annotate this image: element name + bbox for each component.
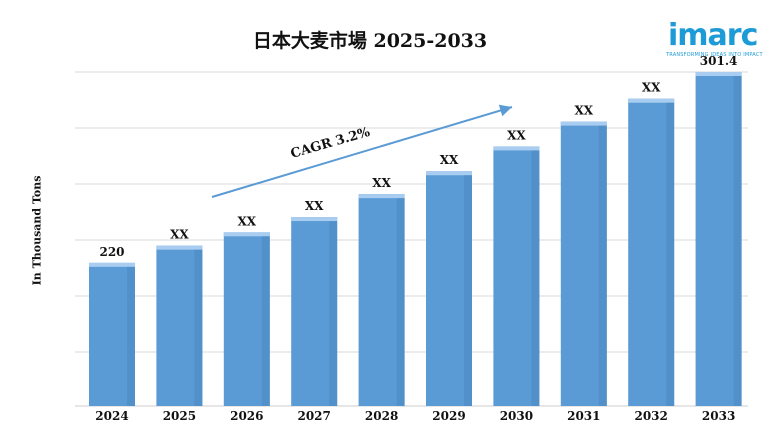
bars xyxy=(89,72,742,407)
data-label-2031: XX xyxy=(574,104,593,118)
bar-cap-2030 xyxy=(493,146,540,151)
cagr-annotation: CAGR 3.2% xyxy=(289,125,372,162)
bar-shade-2031 xyxy=(598,125,607,406)
data-label-2028: XX xyxy=(372,176,391,190)
bar-shade-2029 xyxy=(464,175,472,406)
bar-shade-2032 xyxy=(666,102,675,406)
data-label-2030: XX xyxy=(507,128,526,142)
bar-shade-2030 xyxy=(531,150,540,406)
bar-shade-2033 xyxy=(733,76,742,406)
data-label-2029: XX xyxy=(440,153,459,167)
x-tick-labels: 2024 2025 2026 2027 2028 2029 2030 2031 2032 2033 xyxy=(95,409,735,423)
x-tick-2029: 2029 xyxy=(432,409,465,423)
data-label-2026: XX xyxy=(237,214,256,228)
data-label-2033: 301.4 xyxy=(700,54,738,68)
bar-cap-2024 xyxy=(89,262,135,267)
bar-shade-2026 xyxy=(261,236,270,406)
x-tick-2033: 2033 xyxy=(702,409,735,423)
x-tick-2024: 2024 xyxy=(95,409,128,423)
data-labels: 220 XX XX XX XX XX XX XX XX 301.4 xyxy=(99,54,737,259)
bar-cap-2033 xyxy=(695,72,742,76)
x-tick-2025: 2025 xyxy=(163,409,196,423)
bar-cap-2028 xyxy=(358,194,405,199)
chart-title: 日本大麦市場 2025-2033 xyxy=(252,30,488,52)
bar-cap-2026 xyxy=(223,232,270,237)
bar-shade-2025 xyxy=(194,249,203,406)
bar-cap-2031 xyxy=(560,121,607,126)
x-tick-2028: 2028 xyxy=(365,409,398,423)
x-tick-2027: 2027 xyxy=(297,409,330,423)
data-label-2032: XX xyxy=(642,81,661,95)
x-tick-2031: 2031 xyxy=(567,409,600,423)
logo-tagline: TRANSFORMING IDEAS INTO IMPACT xyxy=(666,52,763,58)
data-label-2027: XX xyxy=(305,199,324,213)
data-label-2024: 220 xyxy=(99,245,124,259)
imarc-logo: imarc TRANSFORMING IDEAS INTO IMPACT xyxy=(660,18,763,62)
bar-cap-2025 xyxy=(156,245,203,250)
x-tick-2026: 2026 xyxy=(230,409,263,423)
bar-shade-2028 xyxy=(396,198,405,406)
bar-shade-2027 xyxy=(329,221,338,406)
bar-cap-2032 xyxy=(628,98,675,103)
data-label-2025: XX xyxy=(170,228,189,242)
bar-cap-2027 xyxy=(291,217,338,222)
logo-wordmark: imarc xyxy=(668,18,758,53)
x-tick-2032: 2032 xyxy=(634,409,667,423)
bar-cap-2029 xyxy=(426,171,472,176)
cagr-arrow xyxy=(211,104,513,198)
x-tick-2030: 2030 xyxy=(500,409,533,423)
bar-shade-2024 xyxy=(127,266,135,406)
